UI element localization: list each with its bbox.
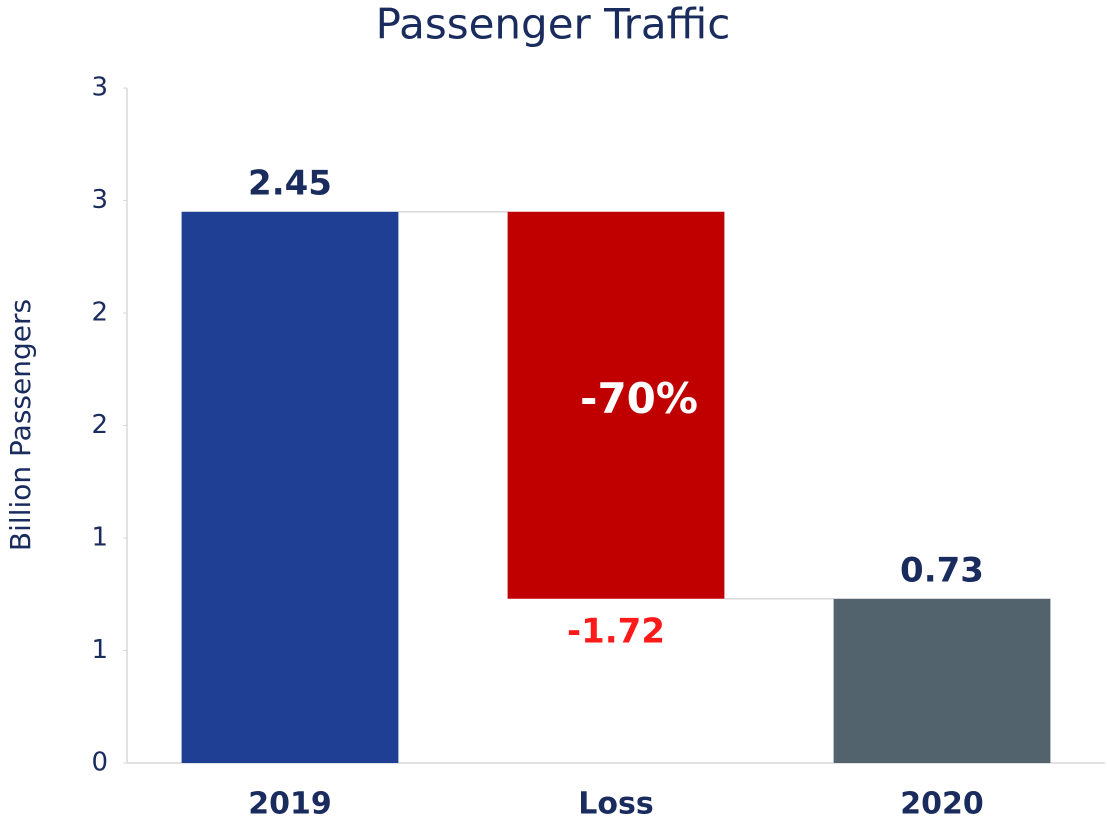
- y-tick-label: 2: [91, 410, 108, 440]
- bar: [507, 211, 725, 599]
- x-tick-label: 2019: [248, 787, 332, 822]
- bar: [833, 598, 1051, 763]
- bar: [181, 211, 399, 763]
- y-tick-label: 0: [91, 748, 108, 778]
- y-tick-label: 1: [91, 635, 108, 665]
- annotation: -70%: [580, 374, 698, 423]
- value-label: 2.45: [248, 163, 332, 203]
- y-tick-label: 3: [91, 185, 108, 215]
- value-label: -1.72: [567, 611, 665, 651]
- y-tick-label: 2: [91, 298, 108, 328]
- y-tick-label: 1: [91, 523, 108, 553]
- y-tick-label: 3: [91, 73, 108, 103]
- x-tick-label: 2020: [900, 787, 984, 822]
- y-axis-label: Billion Passengers: [4, 299, 37, 551]
- chart-title: Passenger Traffic: [376, 0, 731, 49]
- x-tick-label: Loss: [578, 787, 653, 822]
- value-label: 0.73: [900, 550, 984, 590]
